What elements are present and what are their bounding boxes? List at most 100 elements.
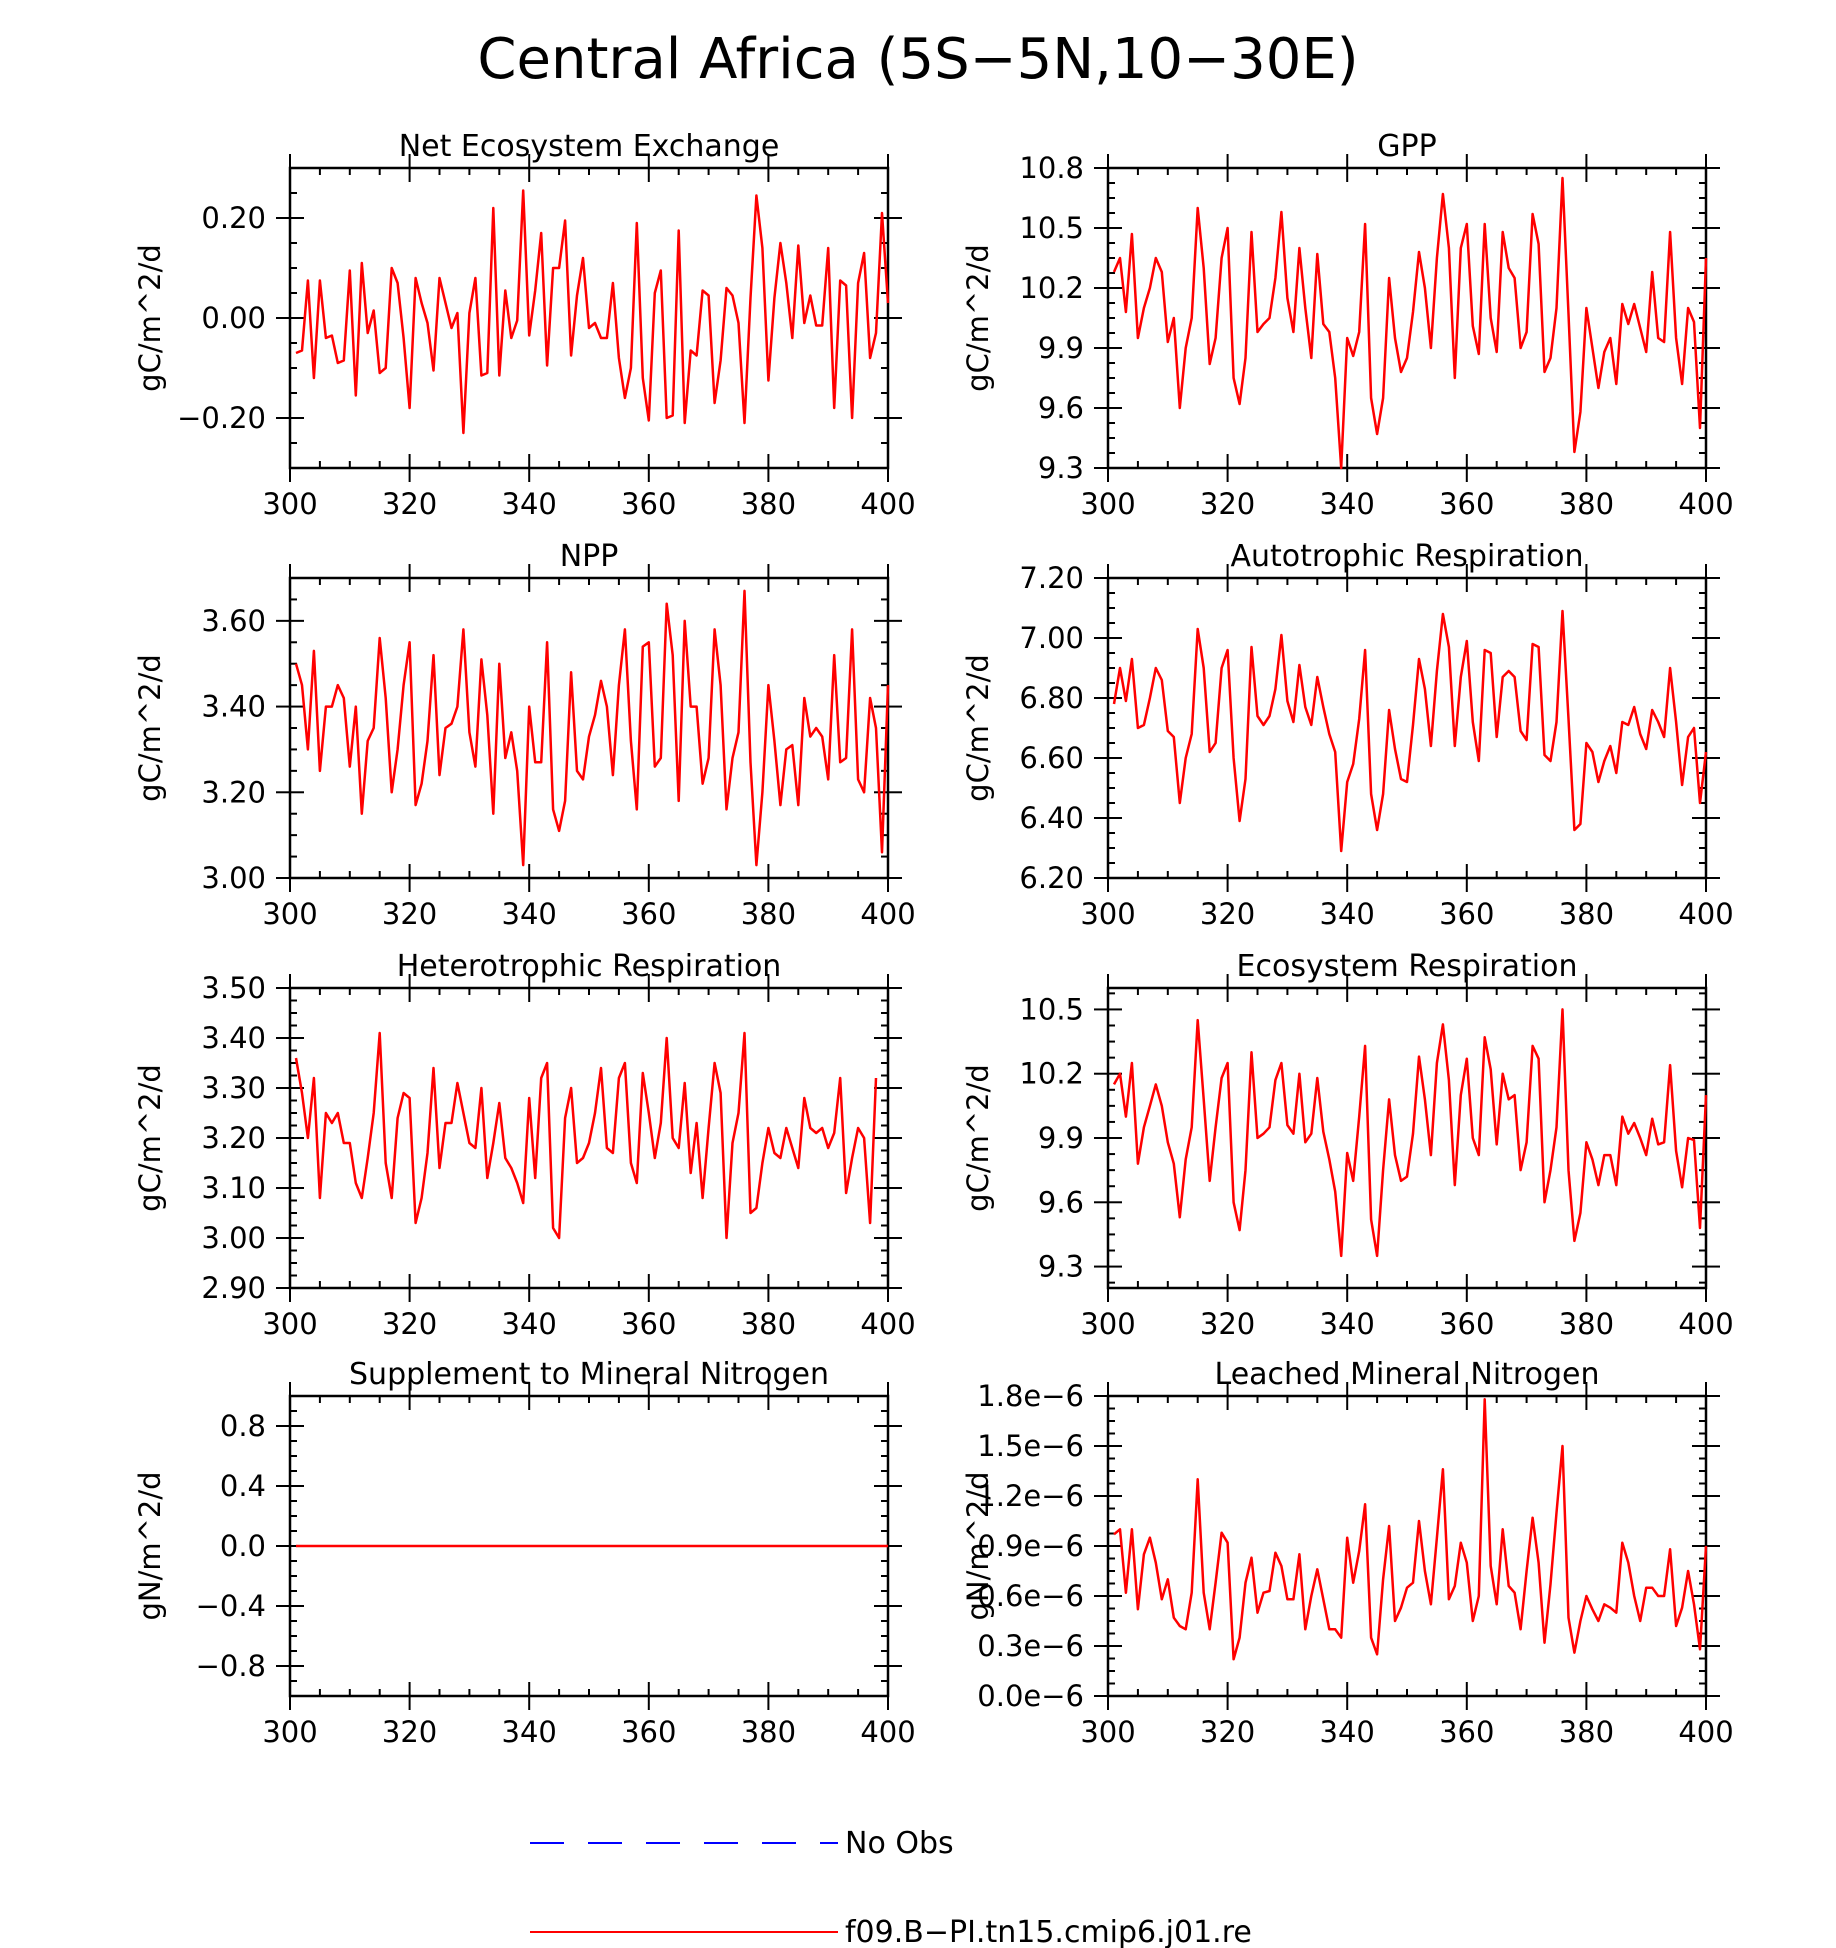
x-tick-label: 360 [1439,1307,1494,1341]
x-tick-label: 340 [502,487,557,521]
x-tick-label: 360 [621,487,676,521]
x-tick-label: 300 [1080,897,1135,931]
x-tick-label: 400 [1678,1307,1733,1341]
y-tick-label: −0.4 [196,1589,266,1623]
x-tick-label: 300 [262,1715,317,1749]
y-tick-label: 9.3 [1038,451,1084,485]
y-axis-label: gC/m^2/d [133,244,167,392]
y-axis-label: gC/m^2/d [961,1064,995,1212]
y-tick-label: 10.5 [1019,992,1084,1026]
y-tick-label: 9.9 [1038,331,1084,365]
y-tick-label: 3.60 [201,604,266,638]
panels: Net Ecosystem Exchange 300 320 340 360 380 400… [133,129,1734,1749]
legend: No Obs f09.B−PI.tn15.cmip6.j01.re [530,1826,1252,1948]
x-tick-label: 400 [860,897,915,931]
x-tick-label: 400 [860,1307,915,1341]
y-tick-label: 0.3e−6 [977,1629,1084,1663]
x-tick-label: 360 [1439,897,1494,931]
panel-heterotrophic-respiration: Heterotrophic Respiration 300 320 340 360 380… [133,949,916,1341]
series-line-heterotrophic-respiration [294,1031,878,1240]
y-tick-label: 9.3 [1038,1250,1084,1284]
series-line-net-ecosystem-exchange [295,189,890,435]
x-tick-label: 340 [502,1307,557,1341]
x-tick-label: 340 [1320,897,1375,931]
x-tick-label: 400 [1678,1715,1733,1749]
x-tick-label: 320 [382,487,437,521]
x-tick-label: 320 [382,1307,437,1341]
x-tick-label: 300 [262,897,317,931]
figure-title: Central Africa (5S−5N,10−30E) [477,27,1358,92]
x-tick-label: 380 [1559,487,1614,521]
x-tick-label: 380 [741,1715,796,1749]
y-tick-label: 6.40 [1019,801,1084,835]
x-tick-label: 380 [1559,1715,1614,1749]
x-tick-label: 340 [1320,1307,1375,1341]
x-tick-label: 340 [502,1715,557,1749]
y-tick-label: 1.8e−6 [977,1379,1084,1413]
panel-title: Net Ecosystem Exchange [399,129,780,164]
x-tick-label: 300 [262,487,317,521]
y-tick-label: 3.00 [201,1221,266,1255]
x-tick-label: 340 [1320,487,1375,521]
panel-net-ecosystem-exchange: Net Ecosystem Exchange 300 320 340 360 380 400… [133,129,916,521]
y-tick-label: 0.0 [220,1529,266,1563]
y-tick-label: 3.30 [201,1071,266,1105]
y-tick-label: 3.00 [201,861,266,895]
y-tick-label: 3.50 [201,971,266,1005]
panel-title: Autotrophic Respiration [1230,539,1583,574]
x-tick-label: 380 [741,487,796,521]
panel-title: NPP [560,539,619,574]
y-tick-label: 3.40 [201,690,266,724]
panel-leached-mineral-nitrogen: Leached Mineral Nitrogen 300 320 340 360 380 4… [961,1357,1734,1749]
series-line-npp [294,589,890,867]
panel-autotrophic-respiration: Autotrophic Respiration 300 320 340 360 380 40… [961,539,1734,931]
y-tick-label: 10.8 [1019,151,1084,185]
x-tick-label: 360 [1439,1715,1494,1749]
series-line-autotrophic-respiration [1112,609,1708,853]
y-tick-label: 9.6 [1038,391,1084,425]
y-axis-label: gN/m^2/d [961,1471,995,1620]
x-tick-label: 360 [621,1715,676,1749]
x-tick-label: 380 [741,1307,796,1341]
x-tick-label: 400 [1678,897,1733,931]
plot-frame [1106,1394,1708,1698]
y-tick-label: 6.60 [1019,741,1084,775]
y-tick-label: 3.20 [201,1121,266,1155]
plot-frame [1106,576,1708,880]
x-tick-label: 300 [262,1307,317,1341]
x-tick-label: 300 [1080,1307,1135,1341]
x-tick-label: 320 [1200,487,1255,521]
y-axis-label: gC/m^2/d [133,1064,167,1212]
y-tick-label: 0.00 [201,301,266,335]
x-tick-label: 400 [860,487,915,521]
y-tick-label: 0.20 [201,201,266,235]
y-tick-label: −0.8 [196,1649,266,1683]
x-tick-label: 400 [860,1715,915,1749]
panel-title: Supplement to Mineral Nitrogen [349,1357,829,1392]
x-tick-label: 360 [621,1307,676,1341]
y-tick-label: 1.5e−6 [977,1429,1084,1463]
y-tick-label: 7.20 [1019,561,1084,595]
y-axis-label: gN/m^2/d [133,1471,167,1620]
series-line-ecosystem-respiration [1112,1008,1708,1258]
x-tick-label: 320 [1200,1715,1255,1749]
y-tick-label: 0.9e−6 [977,1529,1084,1563]
x-tick-label: 320 [1200,1307,1255,1341]
x-tick-label: 360 [621,897,676,931]
y-tick-label: 9.6 [1038,1185,1084,1219]
x-tick-label: 300 [1080,1715,1135,1749]
y-tick-label: 1.2e−6 [977,1479,1084,1513]
y-tick-label: 3.40 [201,1021,266,1055]
y-tick-label: 6.80 [1019,681,1084,715]
panel-title: GPP [1377,129,1436,164]
y-axis-label: gC/m^2/d [961,244,995,392]
series-line-leached-mineral-nitrogen [1113,1398,1708,1661]
y-axis-label: gC/m^2/d [961,654,995,802]
panel-title: Heterotrophic Respiration [397,949,782,984]
y-tick-label: 0.0e−6 [977,1679,1084,1713]
y-tick-label: 7.00 [1019,621,1084,655]
y-tick-label: 3.10 [201,1171,266,1205]
legend-label-model: f09.B−PI.tn15.cmip6.j01.re [845,1915,1252,1948]
series-line-gpp [1112,176,1708,470]
